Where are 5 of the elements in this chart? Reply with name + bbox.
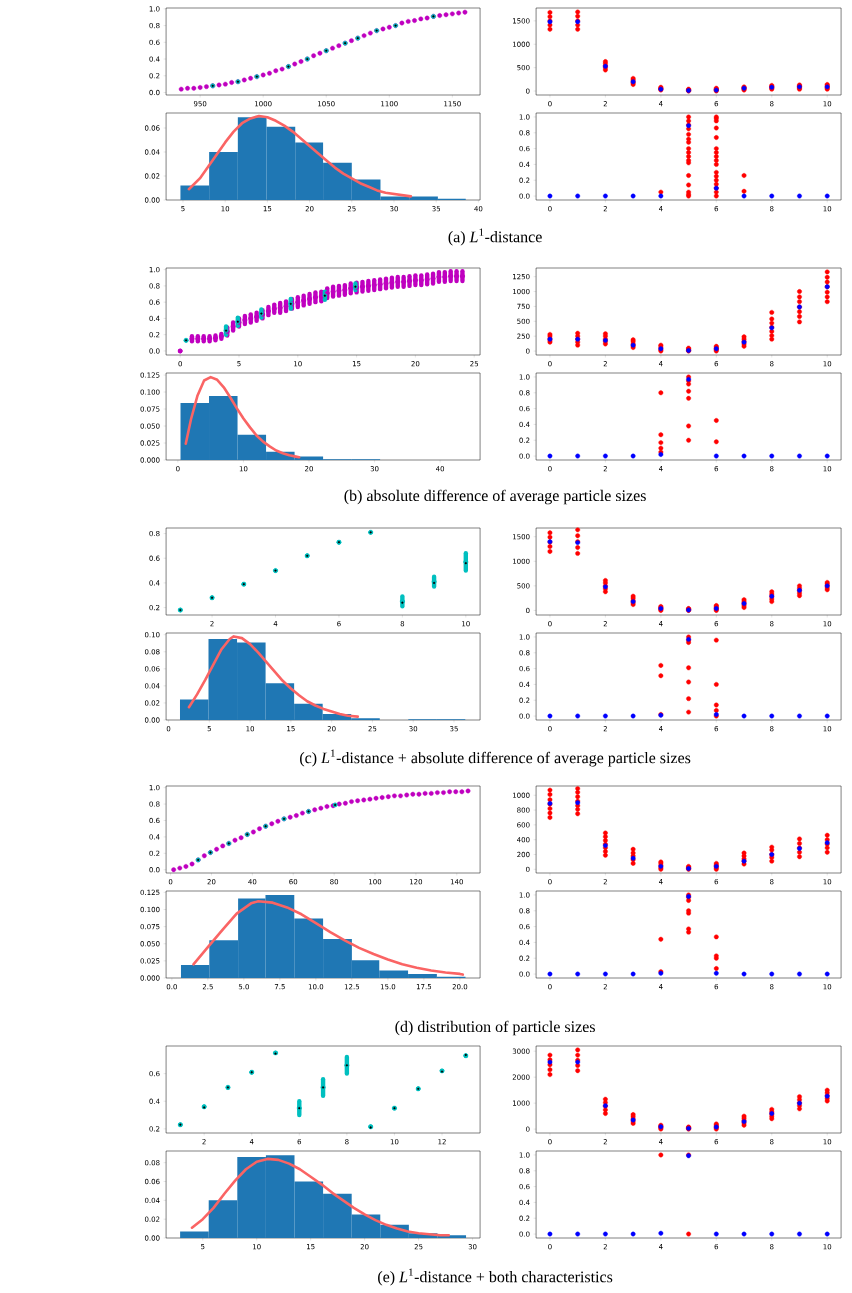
text: (a) L$^{1}$-distance [448, 228, 542, 246]
text: (c) L$^{1}$-distance + absolute difference of average particle sizes [300, 749, 691, 767]
text: (d) distribution of particle sizes [395, 1020, 595, 1036]
text: (b) absolute difference of average particle sizes [344, 489, 646, 505]
text: (e) L$^{1}$-distance + both characteristics [378, 1268, 613, 1286]
